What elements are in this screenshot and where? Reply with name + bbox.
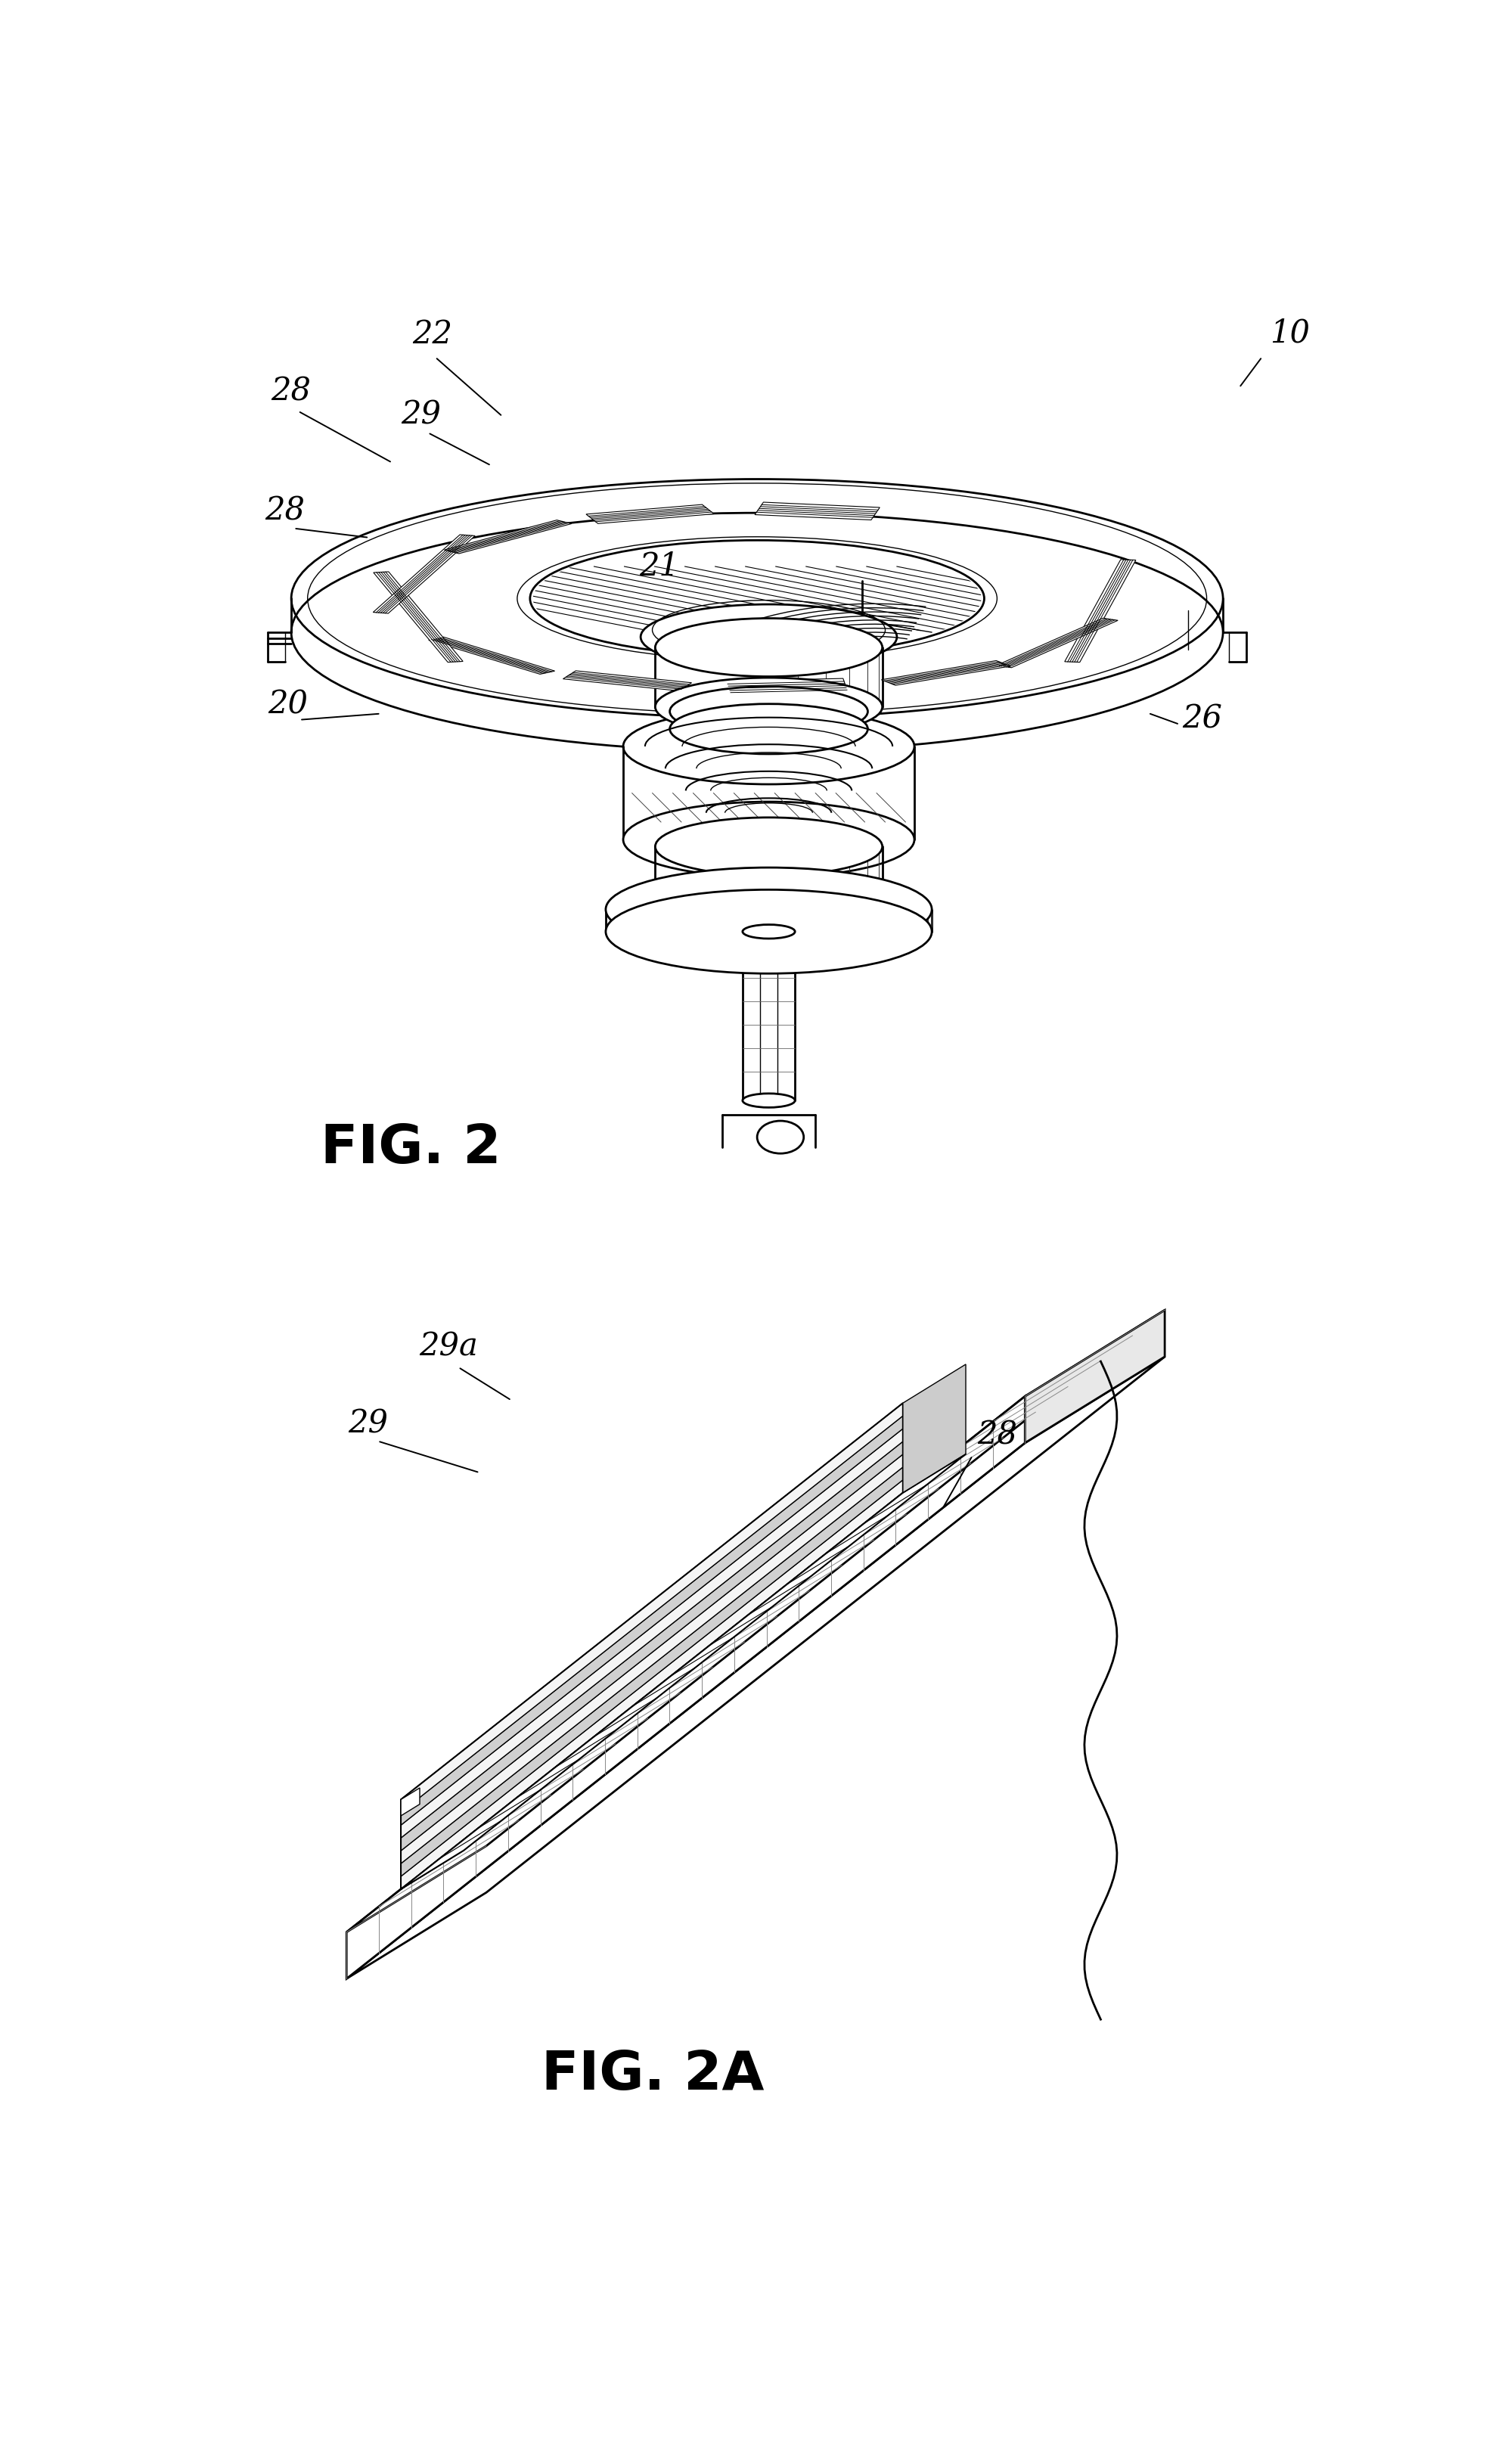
Polygon shape [401,1466,903,1878]
Text: 21: 21 [639,549,680,582]
Text: 29: 29 [348,1407,389,1439]
Polygon shape [401,1454,903,1863]
Text: 29a: 29a [419,1331,478,1363]
Ellipse shape [757,1121,804,1153]
Ellipse shape [670,687,867,737]
Polygon shape [401,1417,903,1826]
Text: FIG. 2: FIG. 2 [320,1124,501,1175]
Polygon shape [428,638,555,675]
Polygon shape [347,1311,1164,1932]
Ellipse shape [654,818,882,875]
Ellipse shape [654,618,882,678]
Polygon shape [347,1397,1025,1979]
Polygon shape [401,1429,903,1838]
Text: 28: 28 [265,495,305,527]
Ellipse shape [654,875,882,934]
Polygon shape [401,1402,903,1814]
Polygon shape [401,1789,419,1816]
Polygon shape [756,503,879,520]
Polygon shape [1065,559,1136,663]
Polygon shape [881,660,1010,685]
Ellipse shape [606,890,932,973]
Polygon shape [401,1454,965,1890]
Polygon shape [997,618,1117,668]
Ellipse shape [606,867,932,951]
Polygon shape [401,1454,965,1890]
Ellipse shape [670,705,867,754]
Text: 29: 29 [401,399,440,431]
Polygon shape [1025,1311,1164,1444]
Polygon shape [727,678,847,695]
Ellipse shape [641,604,897,670]
Text: 22: 22 [412,318,452,350]
Polygon shape [587,505,713,522]
Polygon shape [445,520,572,554]
Text: 28: 28 [271,375,311,407]
Text: 10: 10 [1270,318,1309,350]
Text: FIG. 2A: FIG. 2A [541,2048,765,2102]
Ellipse shape [623,710,914,784]
Polygon shape [401,1441,903,1850]
Polygon shape [903,1365,965,1493]
Ellipse shape [742,924,795,939]
Text: 26: 26 [1182,702,1223,734]
Polygon shape [374,572,463,663]
Polygon shape [562,670,692,690]
Polygon shape [372,535,475,614]
Text: 20: 20 [268,690,308,719]
Ellipse shape [623,801,914,877]
Text: 28: 28 [977,1419,1018,1451]
Polygon shape [401,1481,903,1890]
Polygon shape [347,1358,1164,1979]
Ellipse shape [654,678,882,737]
Ellipse shape [742,1094,795,1106]
